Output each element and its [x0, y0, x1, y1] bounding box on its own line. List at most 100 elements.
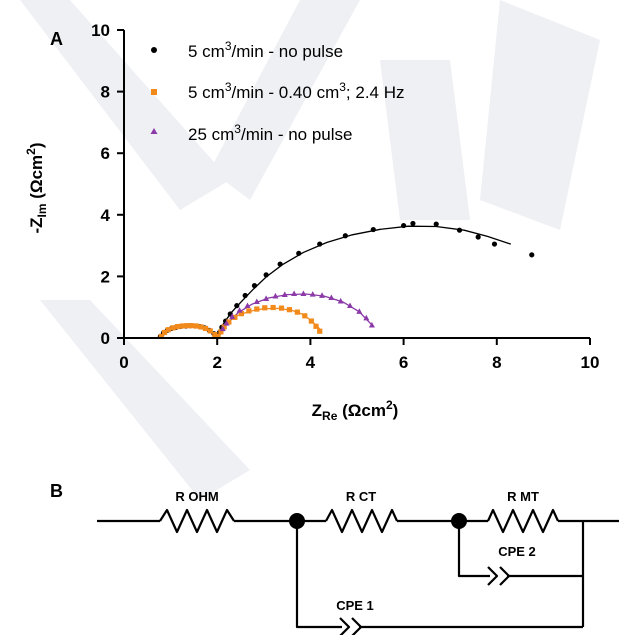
series-2-point [238, 311, 245, 317]
series-2-point [294, 309, 300, 315]
series-3-point [272, 292, 279, 299]
resistor-r-mt [486, 508, 560, 534]
series-3-point [253, 298, 260, 305]
series-3-point [244, 302, 251, 309]
series-3-point [223, 320, 230, 326]
legend-marker-circle [151, 47, 157, 53]
cpe1-plate-1 [339, 617, 351, 635]
series-2-point [188, 323, 195, 329]
y-tick-label: 8 [101, 83, 110, 102]
series-3-point [229, 313, 236, 319]
series-2-point [212, 332, 218, 338]
y-axis-label: -ZIm (Ωcm2) [24, 142, 49, 233]
series-2-point [207, 328, 213, 334]
series-2-point [184, 323, 190, 329]
label-r-ohm: R OHM [175, 489, 218, 504]
label-cpe2: CPE 2 [498, 544, 536, 559]
series-3-point [236, 307, 243, 313]
panel-b-label: B [50, 481, 63, 501]
series-2-point [179, 323, 185, 329]
label-cpe1: CPE 1 [336, 598, 374, 613]
series-3-point [347, 302, 354, 309]
series-3-point [337, 297, 344, 304]
series-2-point [218, 329, 224, 335]
series-3-point [291, 290, 298, 297]
series-3-point [263, 295, 270, 301]
x-tick-label: 8 [492, 353, 501, 372]
series-3-point [281, 291, 288, 297]
series-1-point [277, 261, 283, 267]
series-2-point [317, 328, 323, 334]
series-2-point [313, 323, 319, 329]
series-2-point [221, 324, 227, 330]
series-1-point [401, 222, 407, 229]
series-2-point [158, 333, 164, 340]
cpe2-branch-wire [457, 521, 490, 578]
x-tick-label: 2 [212, 353, 221, 372]
series-1-point [433, 221, 439, 227]
series-3-point [368, 321, 375, 328]
x-tick-label: 0 [119, 353, 128, 372]
series-2-point [226, 319, 232, 325]
circuit-node-2 [451, 513, 467, 529]
y-tick-label: 6 [101, 144, 110, 163]
series-1-point [491, 241, 498, 247]
y-tick-label: 2 [101, 267, 110, 286]
series-2-point [254, 306, 260, 312]
nyquist-chart: 0 2 4 6 8 10 0 2 4 6 8 10 ZRe (Ωcm2) -ZIm (Ωcm2) 5 … [24, 21, 599, 423]
series-2-point [308, 318, 314, 324]
label-r-mt: R MT [507, 489, 539, 504]
series-2-point [161, 329, 168, 336]
fit-lines [158, 225, 512, 340]
y-tick-label: 10 [91, 21, 110, 40]
data-points [157, 220, 535, 340]
legend-label-3: 25 cm3/min - no pulse [188, 122, 352, 144]
series-1-point [251, 283, 258, 289]
series-1-point [317, 241, 323, 247]
series-2-point [302, 313, 308, 319]
series-1-point [242, 292, 248, 299]
series-2-point [198, 324, 204, 330]
series-2-point [174, 324, 181, 330]
axis-ticks: 0 2 4 6 8 10 0 2 4 6 8 10 [91, 21, 599, 372]
legend-marker-square [151, 89, 157, 95]
series-1-point [263, 272, 269, 278]
series-2-point [165, 327, 171, 333]
cpe1-branch-wire [295, 521, 342, 629]
legend-label-2: 5 cm3/min - 0.40 cm3; 2.4 Hz [188, 80, 405, 102]
series-2-point [202, 325, 209, 332]
x-tick-label: 6 [399, 353, 408, 372]
equivalent-circuit [97, 508, 619, 635]
series-2-point [232, 314, 238, 320]
resistor-r-ohm [159, 508, 235, 534]
series-1-point [529, 252, 535, 258]
series-2-point [193, 323, 199, 329]
series-1-point [410, 220, 416, 227]
label-r-ct: R CT [346, 489, 376, 504]
x-tick-label: 4 [306, 353, 316, 372]
series-3-point [328, 294, 335, 301]
cpe2-plate-1 [487, 566, 499, 586]
circuit-node-1 [289, 513, 305, 529]
series-2-point [262, 305, 268, 311]
series-1-point [370, 226, 376, 233]
series-3-point [356, 308, 363, 314]
series-3-point [309, 291, 316, 297]
series-2-point [246, 308, 252, 314]
x-tick-label: 10 [581, 353, 600, 372]
y-tick-label: 0 [101, 329, 110, 348]
series-1-point [342, 233, 348, 239]
series-2-point [215, 333, 221, 340]
legend-label-1: 5 cm3/min - no pulse [188, 39, 343, 61]
series-2-point [170, 325, 176, 331]
legend-marker-triangle [150, 128, 158, 134]
series-3-point [363, 314, 370, 321]
series-2-point [278, 305, 285, 311]
series-2-point [270, 304, 276, 311]
series-1-point [456, 227, 463, 233]
x-axis-label: ZRe (Ωcm2) [312, 398, 399, 423]
series-3-point [319, 292, 326, 298]
legend: 5 cm3/min - no pulse 5 cm3/min - 0.40 cm… [150, 39, 405, 144]
y-tick-label: 4 [101, 206, 111, 225]
